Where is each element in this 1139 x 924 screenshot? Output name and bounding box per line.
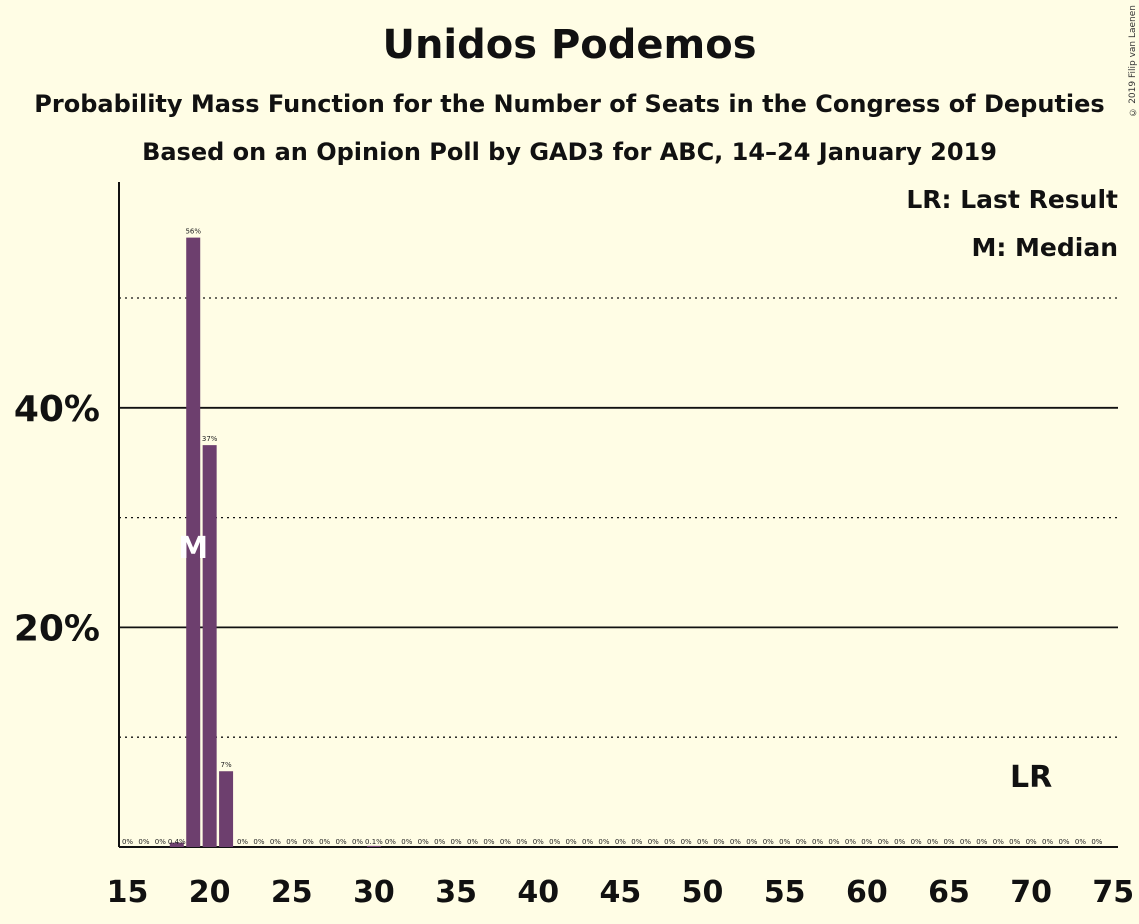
data-label: 0%	[1042, 838, 1053, 846]
bar-seats-22	[219, 771, 234, 847]
data-label: 0%	[451, 838, 462, 846]
data-label: 0%	[615, 838, 626, 846]
data-label: 0%	[960, 838, 971, 846]
data-label: 0%	[1058, 838, 1069, 846]
legend-median: M: Median	[971, 233, 1118, 262]
bar-seats-20	[186, 237, 201, 848]
data-label: 0%	[648, 838, 659, 846]
data-label: 0%	[237, 838, 248, 846]
data-label: 0%	[303, 838, 314, 846]
data-label: 0%	[861, 838, 872, 846]
x-tick-label: 50	[682, 875, 724, 910]
x-tick-label: 20	[189, 875, 231, 910]
data-label: 0%	[993, 838, 1004, 846]
x-tick-label: 40	[517, 875, 559, 910]
data-label: 0%	[730, 838, 741, 846]
data-label: 0%	[401, 838, 412, 846]
data-label: 0%	[336, 838, 347, 846]
data-label: 0%	[976, 838, 987, 846]
data-label: 0%	[911, 838, 922, 846]
data-label: 0%	[713, 838, 724, 846]
data-label: 0%	[352, 838, 363, 846]
data-label: 0%	[927, 838, 938, 846]
data-label: 0.4%	[168, 838, 186, 846]
chart-title: Unidos Podemos	[382, 22, 757, 68]
y-tick-label: 20%	[14, 608, 100, 649]
data-label: 0%	[434, 838, 445, 846]
data-label: 0%	[582, 838, 593, 846]
data-label: 0%	[746, 838, 757, 846]
data-label: 0%	[598, 838, 609, 846]
data-label: 0%	[878, 838, 889, 846]
data-label: 0%	[697, 838, 708, 846]
chart-subtitle: Probability Mass Function for the Number…	[34, 90, 1105, 118]
data-label: 0%	[828, 838, 839, 846]
data-label: 0%	[1075, 838, 1086, 846]
y-tick-label: 40%	[14, 389, 100, 430]
data-label: 0%	[286, 838, 297, 846]
legend-last-result: LR: Last Result	[906, 185, 1118, 214]
data-label: 0%	[467, 838, 478, 846]
data-label: 0%	[253, 838, 264, 846]
data-label: 0%	[516, 838, 527, 846]
data-label: 37%	[202, 435, 218, 443]
data-label: 0%	[319, 838, 330, 846]
data-label: 0%	[1091, 838, 1102, 846]
data-label: 0%	[1026, 838, 1037, 846]
data-label: 0%	[845, 838, 856, 846]
x-tick-label: 75	[1092, 875, 1134, 910]
data-label: 0%	[138, 838, 149, 846]
data-label: 0%	[155, 838, 166, 846]
data-label: 0%	[500, 838, 511, 846]
data-label: 0%	[779, 838, 790, 846]
data-label: 0%	[812, 838, 823, 846]
data-label: 0%	[549, 838, 560, 846]
data-label: 7%	[221, 761, 232, 769]
data-label: 0%	[894, 838, 905, 846]
bar-seats-21	[202, 445, 217, 847]
x-tick-label: 65	[928, 875, 970, 910]
x-tick-label: 45	[600, 875, 642, 910]
x-tick-label: 15	[107, 875, 149, 910]
data-label: 0%	[533, 838, 544, 846]
data-label: 0%	[122, 838, 133, 846]
data-label: 0%	[681, 838, 692, 846]
data-label: 56%	[185, 228, 201, 236]
data-label: 0%	[664, 838, 675, 846]
last-result-marker: LR	[1010, 760, 1052, 795]
x-tick-label: 35	[435, 875, 477, 910]
x-tick-label: 55	[764, 875, 806, 910]
data-label: 0%	[483, 838, 494, 846]
data-label: 0.1%	[365, 838, 383, 846]
x-tick-label: 30	[353, 875, 395, 910]
data-label: 0%	[1009, 838, 1020, 846]
data-label: 0%	[943, 838, 954, 846]
bar-seats-31	[366, 845, 381, 847]
x-tick-label: 25	[271, 875, 313, 910]
chart-source: Based on an Opinion Poll by GAD3 for ABC…	[142, 138, 997, 166]
data-label: 0%	[418, 838, 429, 846]
data-label: 0%	[631, 838, 642, 846]
x-tick-label: 70	[1010, 875, 1052, 910]
data-label: 0%	[385, 838, 396, 846]
data-label: 0%	[763, 838, 774, 846]
median-marker: M	[178, 531, 208, 566]
data-label: 0%	[796, 838, 807, 846]
bar-seats-19	[169, 842, 184, 847]
x-tick-label: 60	[846, 875, 888, 910]
data-label: 0%	[270, 838, 281, 846]
data-label: 0%	[566, 838, 577, 846]
